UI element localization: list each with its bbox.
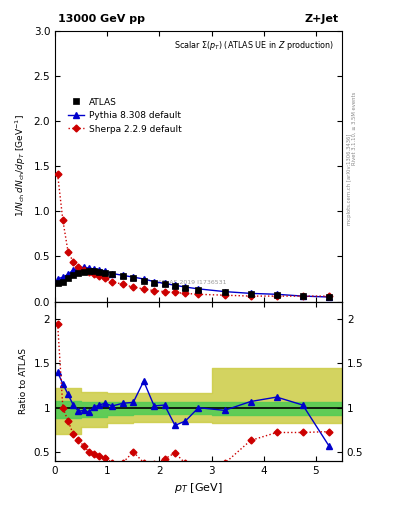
ATLAS bbox=[222, 289, 227, 295]
Sherpa 2.2.9 default bbox=[97, 273, 102, 280]
Line: ATLAS: ATLAS bbox=[55, 268, 332, 300]
ATLAS bbox=[141, 278, 146, 284]
Pythia 8.308 default bbox=[81, 264, 86, 270]
Sherpa 2.2.9 default bbox=[162, 288, 167, 294]
Pythia 8.308 default bbox=[55, 276, 60, 282]
X-axis label: $p_T$ [GeV]: $p_T$ [GeV] bbox=[174, 481, 223, 495]
Pythia 8.308 default bbox=[327, 294, 331, 300]
Sherpa 2.2.9 default bbox=[173, 289, 177, 295]
ATLAS bbox=[97, 269, 102, 275]
Text: Rivet 3.1.10, ≥ 3.5M events: Rivet 3.1.10, ≥ 3.5M events bbox=[352, 91, 357, 165]
Pythia 8.308 default bbox=[110, 270, 115, 276]
ATLAS bbox=[248, 291, 253, 297]
Pythia 8.308 default bbox=[97, 267, 102, 273]
Sherpa 2.2.9 default bbox=[131, 284, 136, 290]
Pythia 8.308 default bbox=[196, 286, 201, 292]
Sherpa 2.2.9 default bbox=[274, 293, 279, 299]
Sherpa 2.2.9 default bbox=[222, 292, 227, 298]
Sherpa 2.2.9 default bbox=[61, 217, 65, 223]
ATLAS bbox=[152, 280, 156, 286]
Pythia 8.308 default bbox=[86, 265, 91, 271]
Pythia 8.308 default bbox=[76, 265, 81, 271]
ATLAS bbox=[71, 272, 75, 279]
Pythia 8.308 default bbox=[162, 281, 167, 287]
Sherpa 2.2.9 default bbox=[55, 171, 60, 177]
Sherpa 2.2.9 default bbox=[183, 290, 188, 296]
Sherpa 2.2.9 default bbox=[196, 291, 201, 297]
Pythia 8.308 default bbox=[92, 266, 97, 272]
ATLAS bbox=[110, 271, 115, 278]
ATLAS bbox=[81, 269, 86, 275]
Pythia 8.308 default bbox=[102, 268, 107, 274]
Pythia 8.308 default bbox=[66, 271, 70, 278]
Sherpa 2.2.9 default bbox=[327, 293, 331, 299]
ATLAS bbox=[327, 294, 331, 300]
Line: Sherpa 2.2.9 default: Sherpa 2.2.9 default bbox=[55, 172, 331, 298]
Pythia 8.308 default bbox=[300, 293, 305, 299]
Pythia 8.308 default bbox=[121, 272, 125, 279]
ATLAS bbox=[274, 292, 279, 298]
Sherpa 2.2.9 default bbox=[141, 286, 146, 292]
Pythia 8.308 default bbox=[61, 274, 65, 280]
ATLAS bbox=[102, 269, 107, 275]
ATLAS bbox=[173, 283, 177, 289]
Pythia 8.308 default bbox=[71, 267, 75, 273]
Y-axis label: Ratio to ATLAS: Ratio to ATLAS bbox=[19, 348, 28, 414]
Sherpa 2.2.9 default bbox=[92, 270, 97, 276]
Sherpa 2.2.9 default bbox=[152, 288, 156, 294]
Sherpa 2.2.9 default bbox=[71, 259, 75, 265]
ATLAS bbox=[162, 281, 167, 287]
ATLAS bbox=[183, 285, 188, 291]
Text: ATLAS 2019 I1736531: ATLAS 2019 I1736531 bbox=[158, 280, 227, 285]
Pythia 8.308 default bbox=[152, 279, 156, 285]
Sherpa 2.2.9 default bbox=[300, 293, 305, 299]
Text: 13000 GeV pp: 13000 GeV pp bbox=[58, 14, 145, 24]
ATLAS bbox=[196, 287, 201, 293]
ATLAS bbox=[121, 273, 125, 280]
Sherpa 2.2.9 default bbox=[248, 293, 253, 299]
Pythia 8.308 default bbox=[131, 274, 136, 280]
Sherpa 2.2.9 default bbox=[66, 249, 70, 255]
ATLAS bbox=[55, 281, 60, 287]
ATLAS bbox=[86, 268, 91, 274]
Sherpa 2.2.9 default bbox=[81, 267, 86, 273]
ATLAS bbox=[66, 275, 70, 281]
Text: Z+Jet: Z+Jet bbox=[305, 14, 339, 24]
ATLAS bbox=[300, 293, 305, 299]
Pythia 8.308 default bbox=[173, 282, 177, 288]
Legend: ATLAS, Pythia 8.308 default, Sherpa 2.2.9 default: ATLAS, Pythia 8.308 default, Sherpa 2.2.… bbox=[65, 95, 184, 136]
Text: mcplots.cern.ch [arXiv:1306.3436]: mcplots.cern.ch [arXiv:1306.3436] bbox=[347, 134, 352, 225]
ATLAS bbox=[131, 275, 136, 281]
Pythia 8.308 default bbox=[141, 276, 146, 282]
Y-axis label: $1/N_\mathregular{ch}\,dN_\mathregular{ch}/dp_T$ [GeV$^{-1}$]: $1/N_\mathregular{ch}\,dN_\mathregular{c… bbox=[14, 115, 28, 218]
Sherpa 2.2.9 default bbox=[102, 275, 107, 281]
Pythia 8.308 default bbox=[274, 291, 279, 297]
Sherpa 2.2.9 default bbox=[76, 264, 81, 270]
Sherpa 2.2.9 default bbox=[121, 281, 125, 287]
Sherpa 2.2.9 default bbox=[86, 269, 91, 275]
Pythia 8.308 default bbox=[248, 290, 253, 296]
Pythia 8.308 default bbox=[183, 284, 188, 290]
Line: Pythia 8.308 default: Pythia 8.308 default bbox=[55, 264, 332, 300]
Pythia 8.308 default bbox=[222, 288, 227, 294]
ATLAS bbox=[92, 268, 97, 274]
Sherpa 2.2.9 default bbox=[110, 279, 115, 285]
ATLAS bbox=[76, 269, 81, 275]
Text: Scalar $\Sigma(p_T)$ (ATLAS UE in $Z$ production): Scalar $\Sigma(p_T)$ (ATLAS UE in $Z$ pr… bbox=[174, 39, 333, 52]
ATLAS bbox=[61, 279, 65, 285]
